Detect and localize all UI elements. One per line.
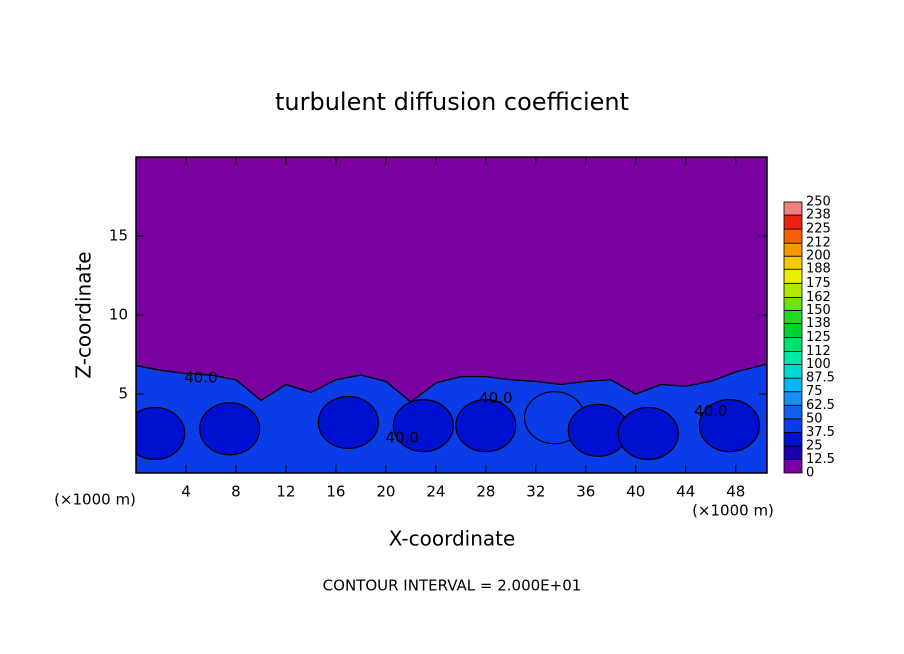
colorbar-label: 138 xyxy=(806,316,831,331)
colorbar-label: 238 xyxy=(806,208,831,223)
colorbar-box xyxy=(783,214,803,230)
x-tick-label: 28 xyxy=(476,483,495,501)
colorbar-label: 12.5 xyxy=(806,452,835,467)
colorbar-label: 37.5 xyxy=(806,425,835,440)
colorbar-label: 100 xyxy=(806,357,831,372)
colorbar-box xyxy=(783,296,803,311)
eddy-cell xyxy=(617,406,679,461)
contour-line xyxy=(136,363,767,403)
colorbar-label: 25 xyxy=(806,438,823,453)
contour-label: 40.0 xyxy=(184,369,217,387)
colorbar-box xyxy=(783,228,803,244)
x-tick-label: 36 xyxy=(576,483,595,501)
x-unit: (×1000 m) xyxy=(54,491,136,509)
x-tick-label: 32 xyxy=(526,483,545,501)
colorbar-box xyxy=(783,337,803,352)
colorbar-box xyxy=(783,445,803,460)
plot-area xyxy=(136,157,767,473)
colorbar-label: 125 xyxy=(806,330,831,345)
colorbar-box xyxy=(783,377,803,393)
colorbar-box xyxy=(783,459,803,474)
annotation: CONTOUR INTERVAL = 2.000E+01 xyxy=(323,577,582,595)
colorbar-label: 175 xyxy=(806,276,831,291)
colorbar-label: 162 xyxy=(806,290,831,305)
colorbar-box xyxy=(783,391,803,406)
y-tick-label: 5 xyxy=(118,385,128,403)
colorbar-label: 212 xyxy=(806,236,831,251)
colorbar-box xyxy=(783,323,803,338)
x-axis-label: X-coordinate xyxy=(389,527,516,551)
y-axis-label: Z-coordinate xyxy=(72,251,96,378)
contour-label: 40.0 xyxy=(385,429,418,447)
colorbar-label: 188 xyxy=(806,262,831,277)
chart-title: turbulent diffusion coefficient xyxy=(275,88,629,116)
x-tick-label: 8 xyxy=(231,483,241,501)
x-unit: (×1000 m) xyxy=(692,502,774,520)
y-tick-label: 10 xyxy=(109,306,128,324)
x-tick-label: 12 xyxy=(276,483,295,501)
colorbar-label: 112 xyxy=(806,344,831,359)
colorbar-label: 75 xyxy=(806,384,823,399)
colorbar-box xyxy=(783,201,803,216)
x-tick-label: 4 xyxy=(181,483,191,501)
colorbar-box xyxy=(783,404,803,420)
colorbar-label: 62.5 xyxy=(806,398,835,413)
colorbar-box xyxy=(783,242,803,257)
colorbar-box xyxy=(783,255,803,270)
eddy-cell xyxy=(698,399,761,453)
eddy-cell xyxy=(317,395,380,450)
colorbar-box xyxy=(783,364,803,379)
colorbar-box xyxy=(783,431,803,447)
eddy-cell xyxy=(392,399,454,453)
colorbar-label: 250 xyxy=(806,195,831,210)
colorbar-label: 50 xyxy=(806,411,823,426)
colorbar-label: 0 xyxy=(806,466,814,481)
colorbar-label: 150 xyxy=(806,303,831,318)
colorbar-label: 87.5 xyxy=(806,371,835,386)
x-tick-label: 16 xyxy=(326,483,345,501)
colorbar-box xyxy=(783,268,803,284)
contour-label: 40.0 xyxy=(694,402,727,420)
x-tick-label: 48 xyxy=(726,483,745,501)
colorbar-label: 200 xyxy=(806,249,831,264)
eddy-cell xyxy=(136,406,186,461)
colorbar-box xyxy=(783,418,803,433)
x-tick-label: 40 xyxy=(626,483,645,501)
y-tick-label: 15 xyxy=(109,227,128,245)
x-tick-label: 24 xyxy=(426,483,445,501)
colorbar-label: 225 xyxy=(806,222,831,237)
colorbar-box xyxy=(783,282,803,298)
colorbar-box xyxy=(783,309,803,324)
contour-label: 40.0 xyxy=(479,389,512,407)
x-tick-label: 44 xyxy=(676,483,695,501)
colorbar-box xyxy=(783,351,803,366)
eddy-cell xyxy=(455,399,517,453)
x-tick-label: 20 xyxy=(376,483,395,501)
eddy-cell xyxy=(199,402,261,456)
